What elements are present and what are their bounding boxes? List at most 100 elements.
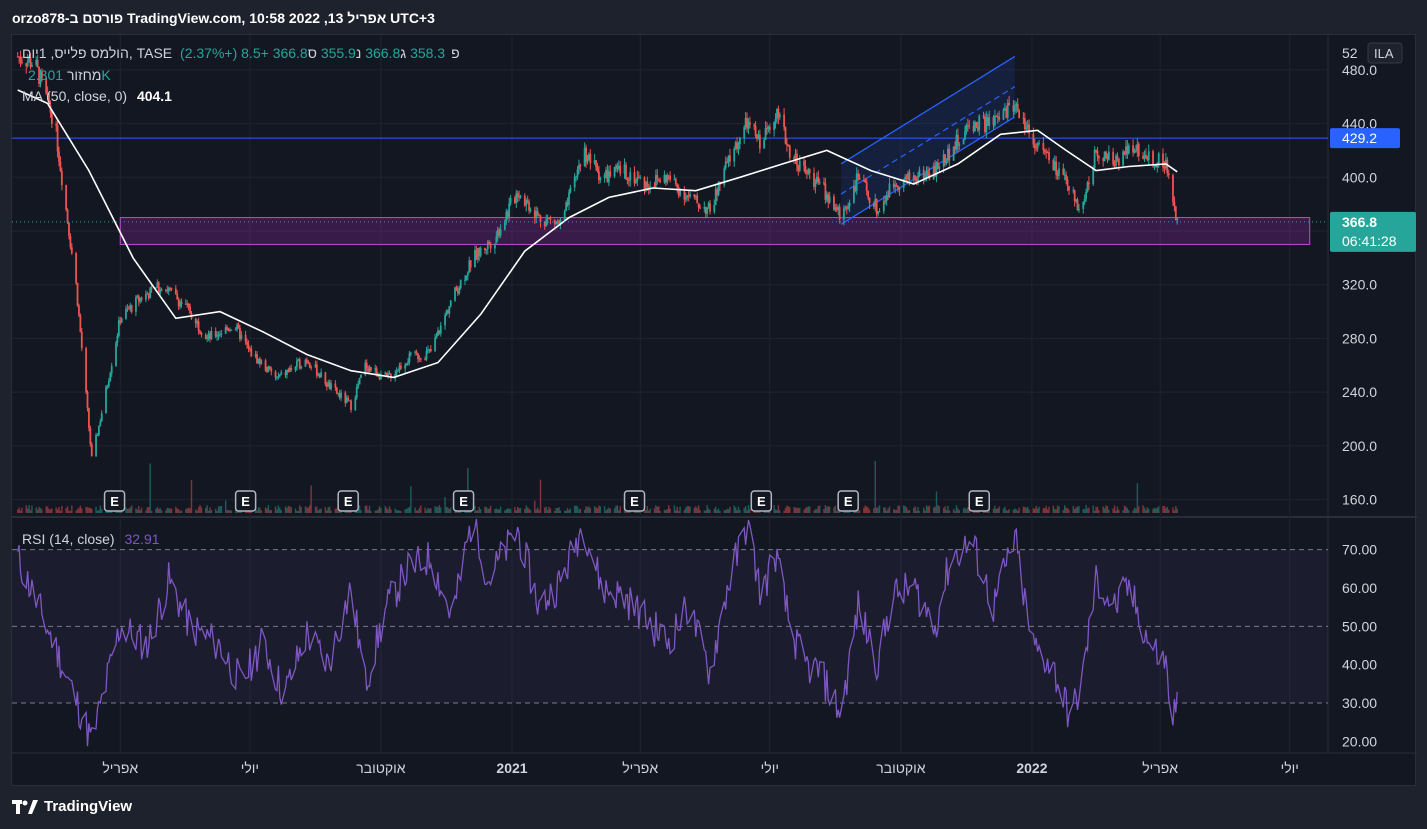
rsi-tick-label: 50.00 — [1342, 618, 1377, 634]
candle-body — [69, 235, 72, 248]
volume-bar — [434, 506, 436, 513]
volume-bar — [395, 510, 398, 513]
candle-body — [247, 344, 250, 348]
volume-bar — [111, 510, 113, 513]
candle-body — [689, 194, 691, 197]
candle-body — [864, 179, 867, 183]
candle-body — [429, 349, 432, 352]
candle-body — [408, 353, 411, 362]
candle-body — [1083, 198, 1086, 202]
legend-row-rsi[interactable]: RSI (14, close) 32.91 — [22, 531, 160, 547]
candle-body — [982, 115, 985, 117]
earnings-marker-icon[interactable]: E — [750, 490, 773, 512]
candle-body — [267, 366, 270, 372]
volume-bar — [1082, 509, 1084, 513]
symbol-label[interactable]: הולמס פלייס, 1יום, TASE — [22, 45, 173, 61]
candle-body — [677, 187, 680, 196]
volume-bar — [676, 506, 678, 513]
candle-body — [723, 168, 726, 185]
candle-body — [945, 160, 948, 164]
volume-bar — [358, 505, 361, 513]
earnings-marker-icon[interactable]: E — [103, 490, 126, 512]
candle-body — [817, 176, 820, 183]
candle-body — [38, 66, 40, 84]
candle-body — [137, 296, 140, 302]
candle-body — [399, 365, 402, 369]
candle-body — [1058, 168, 1060, 176]
volume-bar — [823, 509, 825, 513]
volume-bar — [1028, 509, 1030, 513]
price-tick-label: 440.0 — [1342, 116, 1377, 132]
candle-body — [798, 160, 801, 171]
candle-body — [1033, 144, 1036, 149]
candle-body — [1032, 133, 1035, 145]
candle-body — [907, 172, 909, 180]
volume-bar — [1078, 506, 1080, 513]
chart-svg[interactable]: 160.0 200.0 240.0 280.0 320.0 400.0 440.0 480.0… — [12, 35, 1417, 787]
volume-bar — [995, 508, 998, 513]
volume-bar — [71, 505, 73, 513]
volume-bar — [544, 507, 546, 513]
candle-body — [446, 310, 449, 314]
candle-body — [1096, 150, 1099, 157]
candle-body — [924, 176, 927, 179]
candle-body — [868, 197, 871, 204]
volume-bar — [569, 508, 572, 513]
volume-bar — [724, 510, 727, 513]
volume-bar — [699, 510, 701, 513]
volume-bar — [884, 507, 886, 513]
earnings-marker-icon[interactable]: E — [337, 490, 359, 512]
volume-bar — [907, 510, 909, 513]
legend-row-ma[interactable]: MA (50, close, 0) 404.1 — [22, 88, 172, 104]
candle-body — [938, 166, 941, 169]
candle-body — [918, 169, 921, 176]
earnings-marker-icon[interactable]: E — [623, 490, 646, 512]
candle-body — [176, 293, 179, 300]
volume-bar — [948, 510, 951, 513]
volume-bar — [744, 506, 747, 513]
candle-body — [1038, 142, 1040, 144]
candle-body — [736, 142, 738, 150]
candle-body — [489, 244, 492, 249]
candle-body — [593, 160, 596, 164]
candle-body — [476, 248, 479, 260]
candle-body — [1105, 151, 1107, 156]
candle-body — [526, 200, 529, 202]
volume-bar — [729, 506, 731, 513]
candle-body — [956, 134, 959, 146]
volume-bar — [388, 506, 391, 513]
candle-body — [927, 170, 929, 173]
earnings-marker-icon[interactable]: E — [234, 490, 257, 512]
candle-body — [149, 287, 152, 299]
rsi-value: 32.91 — [124, 531, 160, 547]
volume-bar — [259, 507, 261, 513]
high-label: ג — [400, 45, 407, 61]
volume-bar — [904, 506, 906, 513]
rsi-tick-label: 20.00 — [1342, 733, 1377, 749]
volume-bar — [898, 505, 901, 513]
chart-area[interactable]: 160.0 200.0 240.0 280.0 320.0 400.0 440.0 480.0… — [11, 34, 1417, 787]
candle-body — [129, 305, 132, 309]
volume-bar — [65, 508, 67, 513]
candle-body — [952, 146, 955, 161]
volume-bar — [280, 510, 282, 513]
earnings-marker-icon[interactable]: E — [968, 490, 990, 512]
candle-body — [277, 376, 280, 378]
volume-bar — [693, 507, 696, 513]
volume-bar — [1142, 505, 1144, 513]
volume-bar — [98, 509, 100, 513]
volume-bar — [628, 510, 630, 513]
volume-bar — [608, 507, 610, 513]
earnings-marker-icon[interactable]: E — [452, 490, 475, 512]
earnings-marker-icon[interactable]: E — [837, 490, 859, 512]
candle-body — [66, 209, 69, 223]
candle-body — [419, 358, 422, 360]
candle-body — [116, 335, 119, 343]
candle-body — [428, 349, 431, 351]
volume-bar — [1135, 508, 1137, 513]
price-tick-label: 280.0 — [1342, 330, 1377, 346]
volume-bar — [477, 510, 479, 513]
volume-bar — [955, 505, 958, 513]
volume-bar — [380, 508, 382, 513]
volume-bar — [549, 508, 552, 513]
